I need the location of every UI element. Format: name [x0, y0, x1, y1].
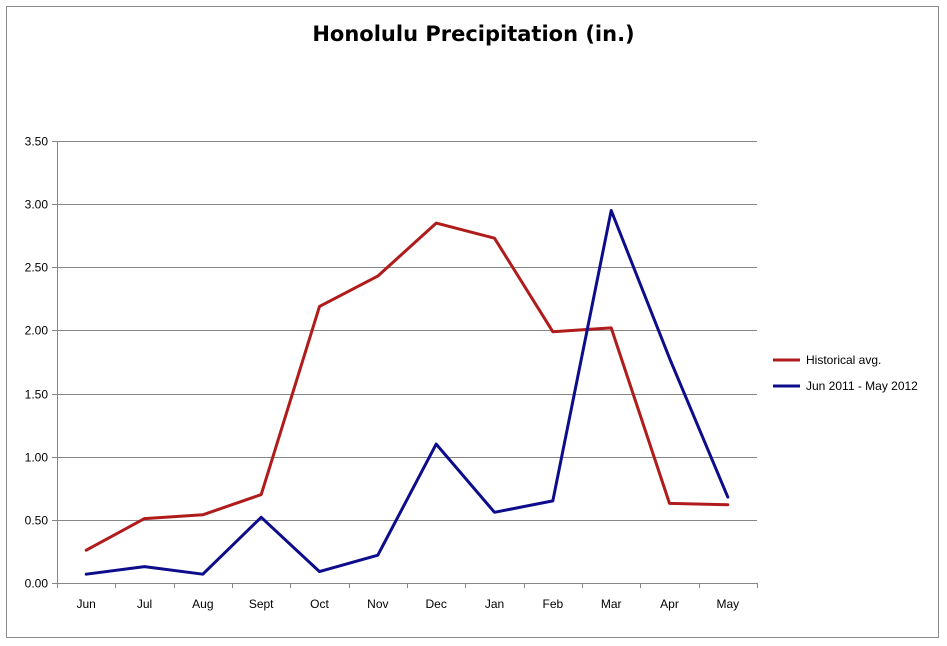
x-tick-label: May	[716, 597, 739, 611]
y-tick-label: 1.50	[25, 388, 49, 402]
chart-frame	[6, 6, 939, 638]
y-tick-label: 3.00	[25, 198, 49, 212]
x-tick-label: Oct	[310, 597, 329, 611]
x-tick-label: Jul	[137, 597, 152, 611]
series-line-1	[84, 221, 730, 552]
x-tick-label: Dec	[425, 597, 446, 611]
x-tick-label: Apr	[660, 597, 679, 611]
y-tick-label: 2.00	[25, 324, 49, 338]
y-tick-label: 1.00	[25, 451, 49, 465]
y-tick-label: 0.00	[25, 577, 49, 591]
x-tick-label: Feb	[542, 597, 563, 611]
y-tick-label: 2.50	[25, 261, 49, 275]
x-tick-label: Nov	[367, 597, 388, 611]
series-line-2	[84, 209, 730, 576]
x-tick-label: Aug	[192, 597, 213, 611]
y-tick-label: 0.50	[25, 514, 49, 528]
x-tick-label: Jun	[76, 597, 95, 611]
legend-label: Jun 2011 - May 2012	[806, 379, 918, 393]
x-tick-label: Jan	[485, 597, 504, 611]
x-tick-label: Sept	[249, 597, 274, 611]
legend-label: Historical avg.	[806, 353, 881, 367]
y-tick-label: 3.50	[25, 135, 49, 149]
chart-title: Honolulu Precipitation (in.)	[312, 22, 635, 46]
x-tick-label: Mar	[601, 597, 622, 611]
